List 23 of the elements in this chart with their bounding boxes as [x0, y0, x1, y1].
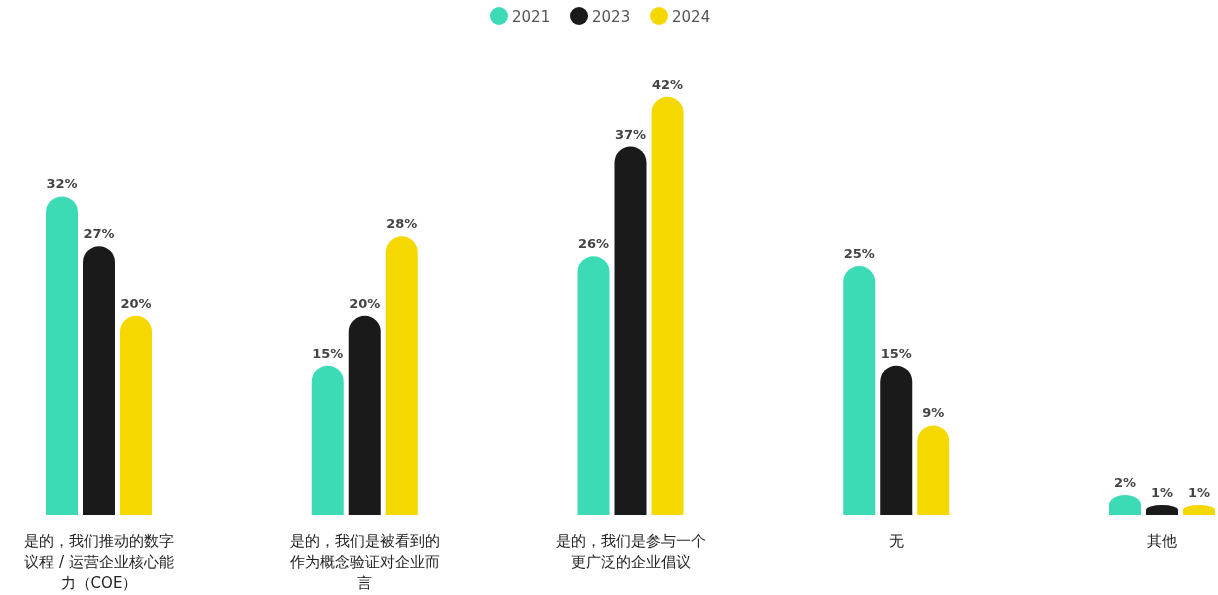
- x-tick-label: 其他: [1147, 532, 1177, 550]
- data-label: 15%: [312, 345, 344, 361]
- data-label: 20%: [120, 295, 152, 311]
- data-label: 27%: [83, 226, 115, 242]
- data-label: 42%: [651, 76, 684, 92]
- x-tick-label: 是的，我们是被看到的作为概念验证对企业而言: [288, 532, 440, 592]
- data-label: 37%: [614, 126, 647, 142]
- legend-label: 2021: [512, 8, 551, 26]
- data-label: 1%: [1187, 485, 1211, 501]
- data-label: 28%: [386, 216, 418, 232]
- data-label: 32%: [46, 176, 78, 192]
- data-label: 15%: [880, 345, 912, 361]
- x-tick-label: 是的，我们推动的数字议程 / 运营企业核心能力（COE）: [24, 532, 174, 592]
- x-tick-label: 是的，我们是参与一个更广泛的企业倡议: [555, 532, 706, 571]
- data-label: 25%: [843, 246, 875, 262]
- data-label: 2%: [1113, 475, 1137, 491]
- data-label: 1%: [1150, 485, 1174, 501]
- data-label: 26%: [577, 236, 610, 252]
- data-label: 20%: [349, 295, 381, 311]
- data-label: 9%: [922, 405, 945, 421]
- legend-label: 2024: [672, 8, 711, 26]
- legend-label: 2023: [592, 8, 631, 26]
- x-tick-label: 无: [888, 532, 904, 550]
